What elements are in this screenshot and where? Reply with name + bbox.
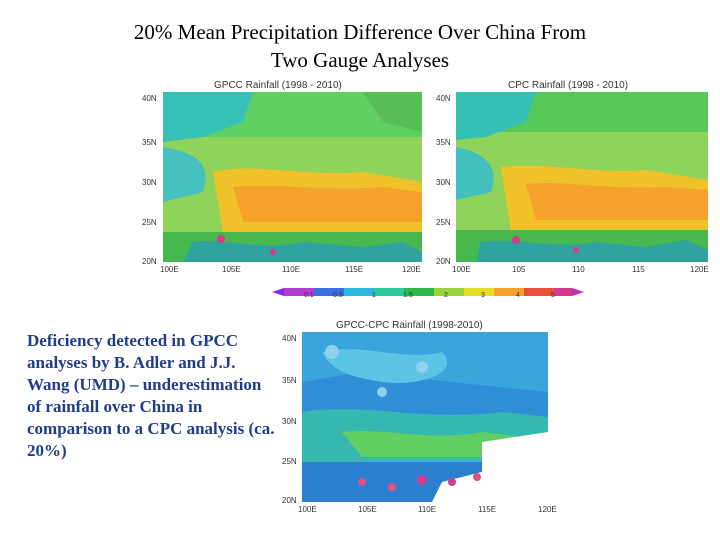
colorbar-tick-label: 5 xyxy=(551,292,555,299)
colorbar-tick-label: 1.5 xyxy=(403,292,413,299)
diff-lon-label: 115E xyxy=(478,505,497,514)
gpcc-lon-label: 110E xyxy=(282,265,301,274)
slide-title: 20% Mean Precipitation Difference Over C… xyxy=(0,18,720,74)
colorbar-tick-label: 0.5 xyxy=(333,292,343,299)
diff-lon-label: 100E xyxy=(298,505,317,514)
colorbar-tick-label: 3 xyxy=(481,292,485,299)
gpcc-rainfall-map xyxy=(163,92,422,262)
gpcc-lon-label: 105E xyxy=(222,265,241,274)
rainfall-colorbar xyxy=(272,283,584,296)
cpc-lon-label: 115 xyxy=(632,265,645,274)
cpc-lon-label: 100E xyxy=(452,265,471,274)
cpc-lon-label: 110 xyxy=(572,265,585,274)
cpc-lat-label: 20N xyxy=(436,257,451,266)
colorbar-tick-label: 4 xyxy=(516,292,520,299)
diff-lon-label: 110E xyxy=(418,505,437,514)
diff-lat-label: 35N xyxy=(282,376,297,385)
diff-lat-label: 30N xyxy=(282,417,297,426)
cpc-lat-label: 35N xyxy=(436,138,451,147)
colorbar-tick-label: 0.1 xyxy=(304,292,314,299)
diff-lat-label: 25N xyxy=(282,457,297,466)
cpc-lon-label: 120E xyxy=(690,265,709,274)
title-line-1: 20% Mean Precipitation Difference Over C… xyxy=(133,20,587,44)
gpcc-lat-label: 25N xyxy=(142,218,157,227)
diff-lat-label: 40N xyxy=(282,334,297,343)
gpcc-lon-label: 100E xyxy=(160,265,179,274)
cpc-lat-label: 40N xyxy=(436,94,451,103)
deficiency-note: Deficiency detected in GPCC analyses by … xyxy=(27,331,275,460)
gpcc-lat-label: 30N xyxy=(142,178,157,187)
colorbar-tick-label: 1 xyxy=(372,292,376,299)
colorbar-tick-label: 2 xyxy=(444,292,448,299)
diff-rainfall-map xyxy=(302,332,548,502)
diff-lon-label: 105E xyxy=(358,505,377,514)
gpcc-lat-label: 35N xyxy=(142,138,157,147)
cpc-map-title: CPC Rainfall (1998 - 2010) xyxy=(508,80,629,91)
cpc-lat-label: 25N xyxy=(436,218,451,227)
diff-map-title: GPCC-CPC Rainfall (1998-2010) xyxy=(336,320,483,331)
title-line-2: Two Gauge Analyses xyxy=(270,48,450,72)
cpc-rainfall-map xyxy=(456,92,708,262)
gpcc-lat-label: 40N xyxy=(142,94,157,103)
gpcc-lat-label: 20N xyxy=(142,257,157,266)
cpc-lon-label: 105 xyxy=(512,265,526,274)
diff-lon-label: 120E xyxy=(538,505,557,514)
gpcc-lon-label: 120E xyxy=(402,265,421,274)
gpcc-lon-label: 115E xyxy=(345,265,364,274)
diff-lat-label: 20N xyxy=(282,496,297,505)
gpcc-map-title: GPCC Rainfall (1998 - 2010) xyxy=(214,80,342,91)
cpc-lat-label: 30N xyxy=(436,178,451,187)
